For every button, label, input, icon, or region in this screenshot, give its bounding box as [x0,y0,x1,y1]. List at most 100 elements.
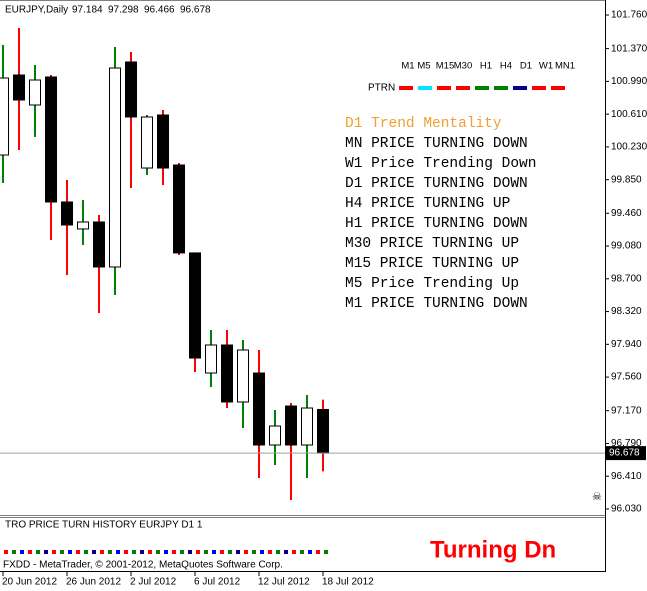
history-square [260,550,264,554]
candle-body [77,221,89,230]
ohlc-high: 97.298 [108,5,139,16]
trend-line-text: W1 Price Trending Down [345,156,536,172]
skull-icon: ☠ [592,491,602,503]
candle-body [0,77,9,156]
history-square [164,550,168,554]
history-square [68,550,72,554]
y-tick-label: 100.610 [611,109,647,120]
history-square [268,550,272,554]
history-square [284,550,288,554]
timeframe-label: MN1 [555,61,575,72]
x-tick-label: 12 Jul 2012 [258,577,310,588]
history-square [212,550,216,554]
history-square [100,550,104,554]
candle-body [237,349,249,403]
y-tick-label: 97.940 [611,339,642,350]
candle-body [317,408,329,454]
history-square [172,550,176,554]
history-square [180,550,184,554]
history-square [4,550,8,554]
y-tick-label: 97.560 [611,372,642,383]
history-square [124,550,128,554]
current-price-label: 96.678 [609,448,640,459]
candle-body [125,61,137,118]
history-square [148,550,152,554]
history-square [44,550,48,554]
timeframe-dash [475,86,489,90]
x-tick-label: 26 Jun 2012 [66,577,121,588]
history-square [36,550,40,554]
history-square [52,550,56,554]
candle-body [253,372,265,446]
timeframe-dash [513,86,527,90]
history-square [20,550,24,554]
y-tick-label: 97.170 [611,405,642,416]
history-square [316,550,320,554]
x-tick-label: 2 Jul 2012 [130,577,177,588]
candle-body [173,164,185,254]
timeframe-label: W1 [539,61,553,72]
trend-line-text: D1 Trend Mentality [345,116,502,132]
timeframe-dash [532,86,546,90]
timeframe-label: M15 [436,61,454,72]
history-square [140,550,144,554]
indicator-title: TRO PRICE TURN HISTORY EURJPY D1 1 [5,520,203,531]
y-tick-label: 98.320 [611,306,642,317]
candle-body [189,252,201,359]
history-square [156,550,160,554]
candle-body [221,344,233,403]
candle-body [29,79,41,106]
trend-line-text: M1 PRICE TURNING DOWN [345,296,528,312]
timeframe-dash [399,86,413,90]
history-square [308,550,312,554]
history-square [12,550,16,554]
chart-title: EURJPY,Daily [5,5,68,16]
ohlc-low: 96.466 [144,5,175,16]
trend-line-text: MN PRICE TURNING DOWN [345,136,528,152]
timeframe-dash [551,86,565,90]
history-square [252,550,256,554]
ohlc-close: 96.678 [180,5,211,16]
history-square [84,550,88,554]
history-square [196,550,200,554]
candle-body [301,407,313,446]
trend-line-text: D1 PRICE TURNING DOWN [345,176,528,192]
history-square [116,550,120,554]
current-price-box [606,446,646,461]
y-tick-label: 100.990 [611,76,647,87]
y-tick-label: 101.370 [611,43,647,54]
history-square [324,550,328,554]
trend-line-text: H4 PRICE TURNING UP [345,196,510,212]
history-square [76,550,80,554]
x-tick-label: 6 Jul 2012 [194,577,241,588]
signal-text: Turning Dn [430,536,556,563]
y-tick-label: 96.790 [611,438,642,449]
timeframe-label: H1 [480,61,492,72]
history-square [244,550,248,554]
history-square [292,550,296,554]
y-tick-label: 96.030 [611,504,642,515]
history-square [236,550,240,554]
candle-body [45,76,57,203]
footer-text: FXDD - MetaTrader, © 2001-2012, MetaQuot… [3,560,283,571]
y-tick-label: 96.410 [611,471,642,482]
y-tick-label: 99.460 [611,208,642,219]
candle-body [269,425,281,446]
timeframe-label: M30 [454,61,472,72]
history-square [60,550,64,554]
trend-line-text: H1 PRICE TURNING DOWN [345,216,528,232]
x-tick-label: 18 Jul 2012 [322,577,374,588]
timeframe-label: M5 [417,61,430,72]
timeframe-label: H4 [500,61,512,72]
y-tick-label: 98.700 [611,273,642,284]
history-square [300,550,304,554]
candle-body [61,201,73,226]
trend-line-text: M30 PRICE TURNING UP [345,236,519,252]
timeframe-dash [494,86,508,90]
candle-body [141,116,153,169]
history-square [276,550,280,554]
history-square [108,550,112,554]
candle-body [157,114,169,169]
